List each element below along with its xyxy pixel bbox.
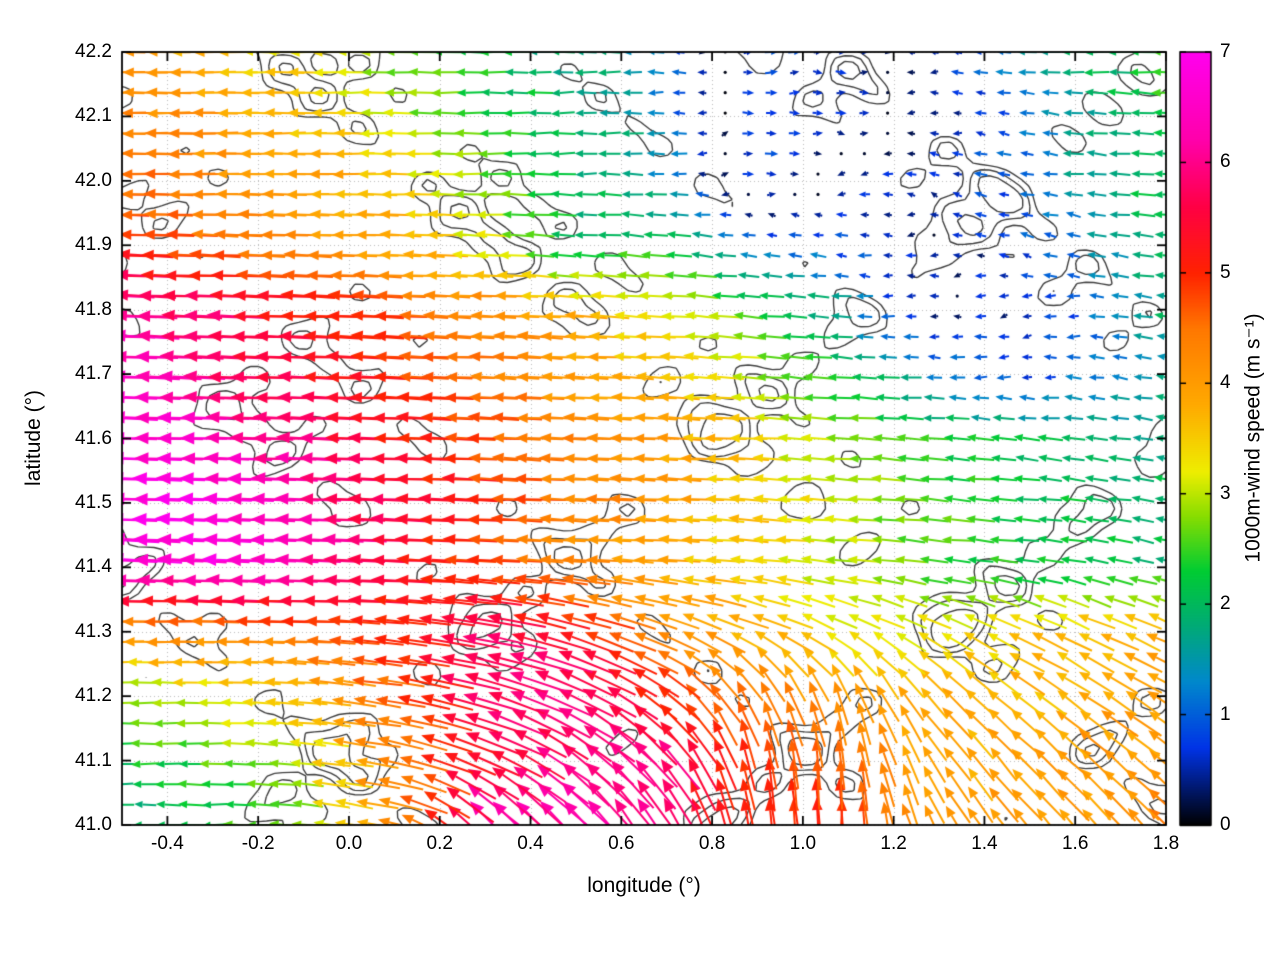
- y-tick-label: 41.1: [75, 749, 112, 771]
- x-axis-title: longitude (°): [587, 874, 701, 897]
- colorbar-tick-label: 0: [1220, 814, 1231, 835]
- y-tick-label: 42.2: [75, 41, 112, 62]
- colorbar-tick-label: 3: [1220, 482, 1231, 504]
- x-tick-label: 1.2: [880, 833, 907, 854]
- x-tick-label: 1.0: [789, 833, 817, 854]
- x-tick-label: 0.2: [426, 833, 453, 854]
- x-tick-label: 1.6: [1061, 833, 1089, 854]
- y-tick-label: 41.6: [75, 427, 112, 449]
- colorbar-tick-label: 6: [1220, 151, 1231, 173]
- colorbar-tick-label: 2: [1220, 593, 1231, 615]
- x-tick-label: 0.8: [698, 833, 726, 854]
- x-tick-label: -0.4: [151, 833, 184, 854]
- x-tick-label: 0.4: [517, 833, 544, 854]
- colorbar-tick-label: 1: [1220, 703, 1231, 725]
- y-tick-label: 41.8: [75, 298, 112, 320]
- x-tick-label: 1.8: [1152, 833, 1180, 854]
- y-tick-label: 41.0: [75, 814, 112, 835]
- colorbar-tick-label: 4: [1220, 372, 1231, 394]
- y-tick-label: 42.1: [75, 105, 112, 127]
- colorbar-tick-label: 5: [1220, 261, 1231, 283]
- x-tick-label: 0.0: [335, 833, 363, 854]
- x-tick-label: -0.2: [241, 833, 275, 854]
- colorbar-title: 1000m-wind speed (m s⁻¹): [1241, 313, 1265, 563]
- y-tick-label: 41.9: [75, 234, 112, 256]
- y-tick-label: 41.4: [75, 556, 112, 578]
- colorbar-tick-label: 7: [1220, 41, 1231, 62]
- x-tick-label: 1.4: [971, 833, 998, 854]
- y-tick-label: 42.0: [75, 169, 112, 191]
- x-tick-label: 0.6: [608, 833, 635, 854]
- y-tick-label: 41.3: [75, 620, 112, 642]
- y-tick-label: 41.5: [75, 491, 112, 513]
- y-tick-label: 41.2: [75, 685, 112, 707]
- y-tick-label: 41.7: [75, 363, 112, 385]
